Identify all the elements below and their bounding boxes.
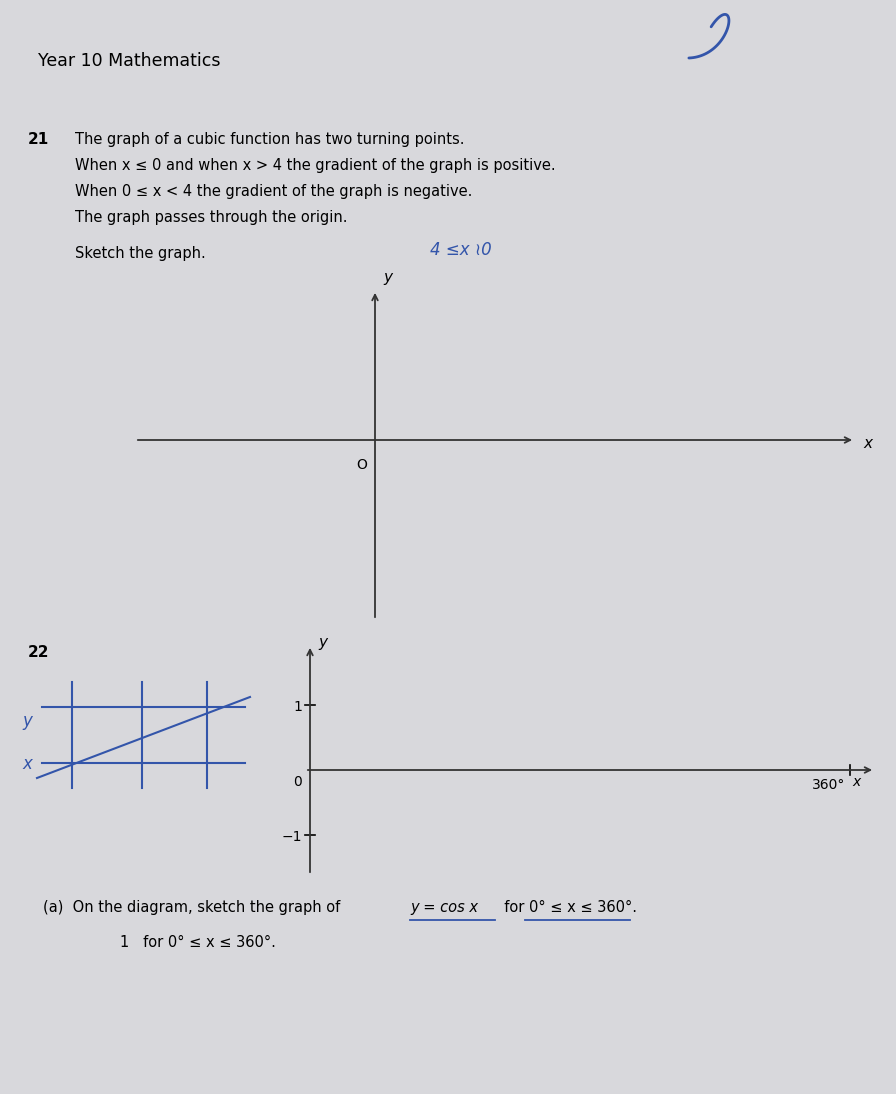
Text: y: y <box>383 270 392 286</box>
Text: 1: 1 <box>293 700 302 714</box>
Text: 4 ≤x ≀0: 4 ≤x ≀0 <box>430 241 492 259</box>
Text: x: x <box>852 775 860 789</box>
Text: Year 10 Mathematics: Year 10 Mathematics <box>38 53 220 70</box>
Text: 1   for 0° ≤ x ≤ 360°.: 1 for 0° ≤ x ≤ 360°. <box>120 935 276 950</box>
Text: 360°: 360° <box>812 778 845 792</box>
Text: (a)  On the diagram, sketch the graph of: (a) On the diagram, sketch the graph of <box>43 900 340 915</box>
Text: 22: 22 <box>28 645 49 660</box>
Text: The graph of a cubic function has two turning points.: The graph of a cubic function has two tu… <box>75 132 464 147</box>
Text: for 0° ≤ x ≤ 360°.: for 0° ≤ x ≤ 360°. <box>495 900 637 915</box>
Text: −1: −1 <box>281 830 302 843</box>
Text: When x ≤ 0 and when x > 4 the gradient of the graph is positive.: When x ≤ 0 and when x > 4 the gradient o… <box>75 158 556 173</box>
Text: Sketch the graph.: Sketch the graph. <box>75 246 206 261</box>
Text: x: x <box>22 755 32 773</box>
Text: y: y <box>22 712 32 730</box>
Text: 0: 0 <box>293 775 302 789</box>
Text: y: y <box>318 635 327 650</box>
Text: The graph passes through the origin.: The graph passes through the origin. <box>75 210 348 225</box>
Text: x: x <box>863 435 872 451</box>
Text: y = cos x: y = cos x <box>410 900 478 915</box>
Text: When 0 ≤ x < 4 the gradient of the graph is negative.: When 0 ≤ x < 4 the gradient of the graph… <box>75 184 472 199</box>
Text: 21: 21 <box>28 132 49 147</box>
Text: O: O <box>356 458 367 472</box>
